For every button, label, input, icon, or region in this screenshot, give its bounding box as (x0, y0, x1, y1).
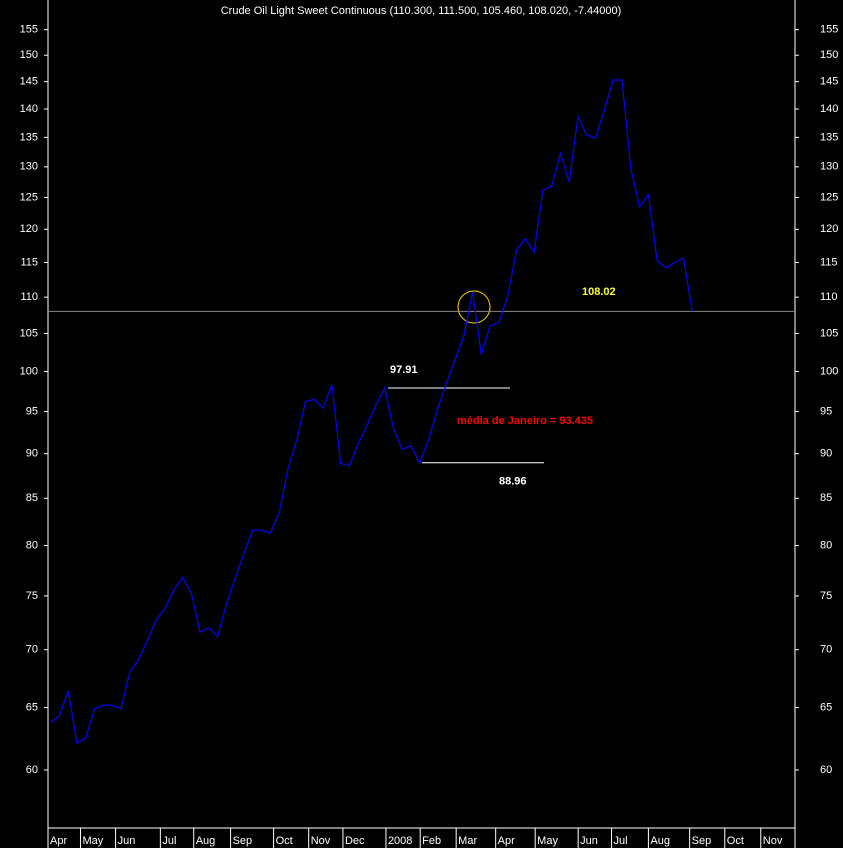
y2-tick-label: 100 (820, 365, 838, 377)
x-tick-label: Jul (614, 835, 628, 847)
x-tick-label: Sep (692, 835, 712, 847)
y2-tick-label: 145 (820, 76, 838, 88)
y-tick-label: 150 (20, 49, 38, 61)
y-tick-label: 60 (26, 764, 38, 776)
y-tick-label: 65 (26, 701, 38, 713)
y-tick-label: 135 (20, 131, 38, 143)
y-tick-label: 130 (20, 161, 38, 173)
y2-tick-label: 130 (820, 161, 838, 173)
y-tick-label: 70 (26, 644, 38, 656)
y2-tick-label: 75 (820, 590, 832, 602)
x-tick-label: Jun (580, 835, 598, 847)
y-tick-label: 100 (20, 365, 38, 377)
x-tick-label: Jul (162, 835, 176, 847)
highlight-circle (457, 290, 491, 324)
x-tick-label: Dec (345, 835, 365, 847)
reference-label: 97.91 (390, 364, 418, 376)
y2-tick-label: 65 (820, 701, 832, 713)
y-tick-label: 140 (20, 103, 38, 115)
y-tick-label: 105 (20, 327, 38, 339)
y2-tick-label: 125 (820, 191, 838, 203)
y2-tick-label: 120 (820, 223, 838, 235)
y2-tick-label: 155 (820, 24, 838, 36)
x-tick-label: Sep (233, 835, 253, 847)
x-tick-label: Mar (458, 835, 477, 847)
y2-tick-label: 140 (820, 103, 838, 115)
y-tick-label: 125 (20, 191, 38, 203)
y2-tick-label: 85 (820, 492, 832, 504)
y-tick-label: 85 (26, 492, 38, 504)
x-tick-label: May (82, 835, 103, 847)
y2-tick-label: 90 (820, 448, 832, 460)
y2-tick-label: 135 (820, 131, 838, 143)
x-tick-label: May (537, 835, 558, 847)
annotation: média de Janeiro = 93.435 (457, 415, 593, 427)
y2-tick-label: 110 (820, 291, 838, 303)
y2-tick-label: 115 (820, 256, 838, 268)
y2-tick-label: 105 (820, 327, 838, 339)
y2-tick-label: 80 (820, 539, 832, 551)
x-tick-label: Apr (498, 835, 515, 847)
x-tick-label: Aug (650, 835, 670, 847)
x-tick-label: Aug (196, 835, 216, 847)
chart-title: Crude Oil Light Sweet Continuous (110.30… (221, 5, 622, 17)
y-tick-label: 80 (26, 539, 38, 551)
price-line (50, 79, 693, 745)
y-tick-label: 90 (26, 448, 38, 460)
x-tick-label: Apr (50, 835, 67, 847)
reference-label: 108.02 (582, 286, 616, 298)
x-tick-label: Oct (727, 835, 744, 847)
x-tick-label: 2008 (388, 835, 412, 847)
x-tick-label: Oct (276, 835, 293, 847)
y-tick-label: 115 (20, 256, 38, 268)
y-tick-label: 155 (20, 24, 38, 36)
y-tick-label: 110 (20, 291, 38, 303)
y-tick-label: 145 (20, 76, 38, 88)
reference-label: 88.96 (499, 476, 527, 488)
x-tick-label: Nov (311, 835, 331, 847)
y2-tick-label: 70 (820, 644, 832, 656)
x-tick-label: Jun (118, 835, 136, 847)
y2-tick-label: 60 (820, 764, 832, 776)
x-tick-label: Feb (422, 835, 441, 847)
y-tick-label: 120 (20, 223, 38, 235)
y2-tick-label: 95 (820, 405, 832, 417)
x-tick-label: Nov (763, 835, 783, 847)
y-tick-label: 95 (26, 405, 38, 417)
y-tick-label: 75 (26, 590, 38, 602)
y2-tick-label: 150 (820, 49, 838, 61)
